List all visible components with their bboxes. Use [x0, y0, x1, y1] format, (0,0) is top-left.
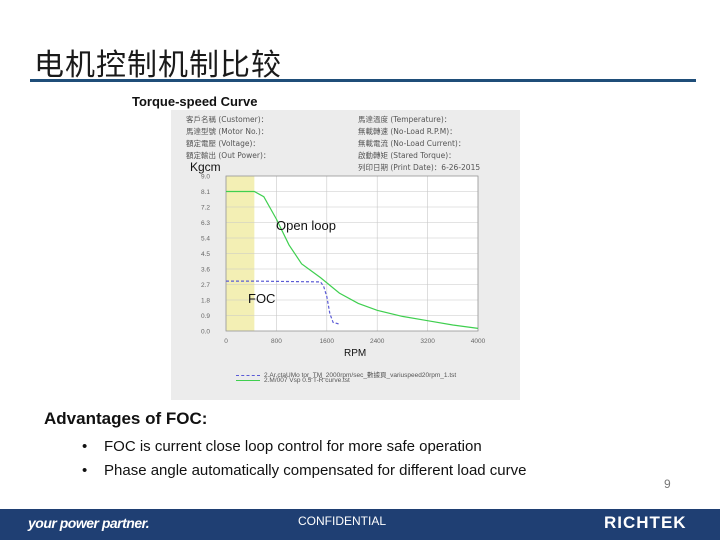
footer-bar: [0, 509, 720, 540]
chart-header-left-4: 額定輸出 (Out Power)：: [186, 151, 271, 160]
chart-header-right-2: 無載轉速 (No-Load R.P.M)：: [358, 127, 457, 136]
legend-swatch-open-loop: [236, 379, 260, 381]
legend-swatch-foc: [236, 374, 260, 376]
annotation-open-loop: Open loop: [276, 218, 336, 233]
advantages-title: Advantages of FOC:: [44, 409, 208, 428]
footer-confidential: CONFIDENTIAL: [298, 514, 387, 528]
chart-header-right-1: 馬達溫度 (Temperature)：: [358, 115, 452, 124]
chart-header-left-1: 客戶名稱 (Customer)：: [186, 115, 269, 124]
bullet-icon: •: [82, 438, 88, 455]
advantage-text-1: FOC is current close loop control for mo…: [104, 438, 482, 455]
annotation-foc: FOC: [248, 291, 276, 306]
chart-header-left-3: 額定電壓 (Voltage)：: [186, 139, 260, 148]
chart-header-right-4: 啟動轉矩 (Stared Torque)：: [358, 151, 456, 160]
legend-label-foc: 2.Ar.ctaUMo tor_TM_2000rpm/sec_數據頁_variu…: [264, 372, 457, 379]
chart-caption: Torque-speed Curve: [132, 94, 258, 109]
legend-row-2: 2.M/007 Vsp 0.5 T-R curve.tst: [236, 377, 350, 384]
y-axis-label: Kgcm: [190, 160, 221, 174]
slide-title: 电机控制机制比较: [34, 48, 282, 83]
advantage-text-2: Phase angle automatically compensated fo…: [104, 462, 527, 479]
chart-header-right-5: 列印日期 (Print Date)：6-26-2015: [358, 163, 481, 172]
chart-header-right-3: 無載電流 (No-Load Current)：: [358, 139, 466, 148]
chart-header-left-2: 馬達型號 (Motor No.)：: [186, 127, 269, 136]
richtek-logo: RICHTEK: [604, 513, 687, 532]
legend-label-open-loop: 2.M/007 Vsp 0.5 T-R curve.tst: [264, 377, 350, 384]
bullet-icon: •: [82, 462, 88, 479]
footer-tagline: your power partner.: [28, 515, 150, 531]
x-axis-label: RPM: [344, 348, 367, 359]
legend-row-1: 2.Ar.ctaUMo tor_TM_2000rpm/sec_數據頁_variu…: [236, 369, 456, 379]
title-rule: [30, 79, 696, 82]
page-number: 9: [664, 477, 671, 491]
